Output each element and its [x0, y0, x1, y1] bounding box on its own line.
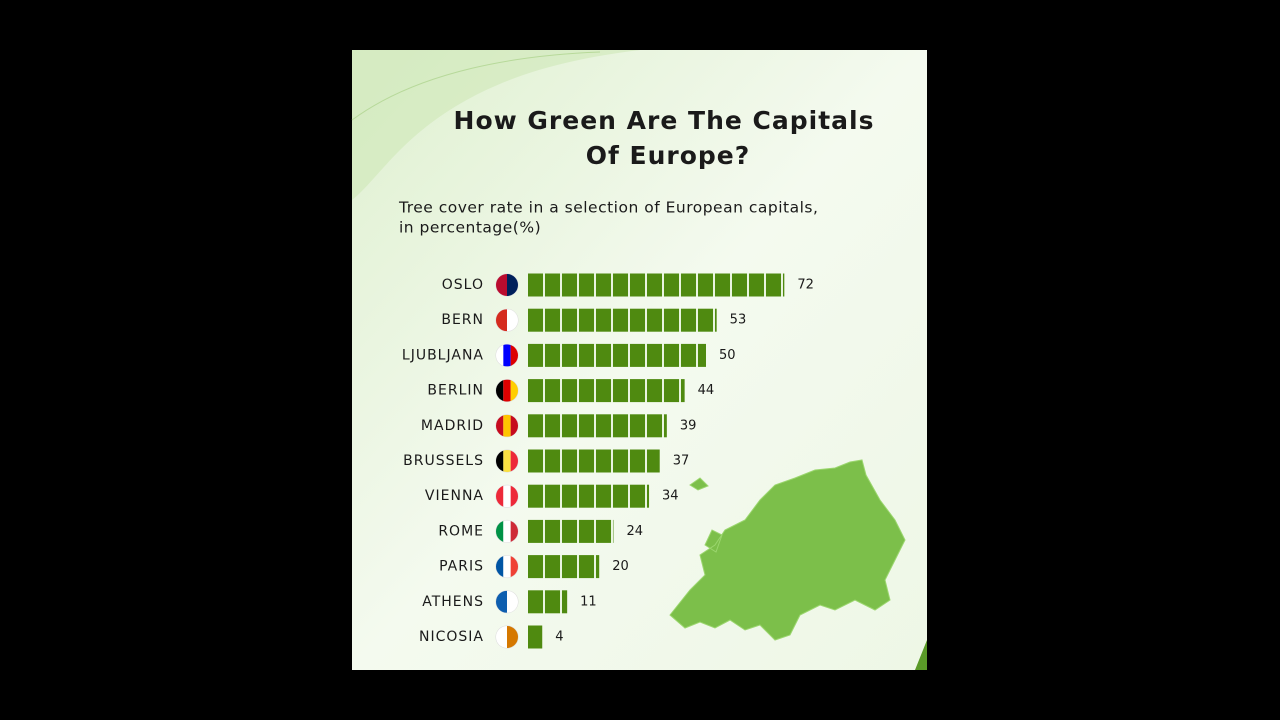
value-label: 11 [580, 594, 597, 609]
flag-stripe [496, 274, 507, 296]
value-label: 37 [673, 454, 690, 469]
flag-stripe [511, 556, 518, 578]
value-label: 53 [730, 313, 747, 328]
category-label: BERN [441, 312, 484, 328]
chart-subtitle: Tree cover rate in a selection of Europe… [398, 199, 818, 217]
value-label: 34 [662, 489, 679, 504]
flag-stripe [496, 309, 507, 331]
flag-stripe [496, 415, 503, 437]
bar [528, 590, 568, 614]
value-label: 24 [626, 524, 643, 539]
value-label: 39 [680, 418, 697, 433]
flag-stripe [503, 556, 510, 578]
flag-stripe [496, 591, 507, 613]
flag-stripe [503, 485, 510, 507]
category-label: NICOSIA [419, 629, 484, 645]
flag-stripe [507, 591, 518, 613]
decor-line [351, 51, 601, 121]
europe-map [669, 459, 906, 641]
bar [528, 379, 685, 403]
category-label: LJUBLJANA [402, 347, 484, 363]
category-label: PARIS [439, 559, 484, 575]
flag-stripe [496, 556, 503, 578]
flag-stripe [511, 415, 518, 437]
decor-corner [915, 640, 927, 670]
flag-stripe [511, 380, 518, 402]
value-label: 4 [555, 630, 563, 645]
chart-title: Of Europe? [586, 141, 751, 170]
bar [528, 449, 660, 473]
bar [528, 414, 667, 438]
flag-stripe [503, 520, 510, 542]
flag-stripe [503, 344, 510, 366]
value-label: 44 [698, 383, 715, 398]
chart-subtitle: in percentage(%) [399, 219, 541, 237]
category-label: ROME [438, 523, 484, 539]
flag-stripe [503, 380, 510, 402]
flag-stripe [496, 485, 503, 507]
decor-wave [352, 50, 640, 200]
flag-stripe [496, 626, 507, 648]
bar [528, 343, 706, 367]
bar [528, 555, 600, 579]
flag-stripe [496, 450, 503, 472]
category-label: MADRID [421, 418, 484, 434]
value-label: 20 [612, 559, 629, 574]
category-label: ATHENS [422, 594, 484, 610]
category-label: BRUSSELS [403, 453, 484, 469]
flag-stripe [496, 380, 503, 402]
bar [528, 625, 543, 649]
category-label: VIENNA [425, 488, 484, 504]
flag-stripe [511, 485, 518, 507]
category-label: OSLO [442, 277, 484, 293]
flag-stripe [511, 344, 518, 366]
bar [528, 484, 650, 508]
category-label: BERLIN [427, 383, 484, 399]
flag-stripe [503, 415, 510, 437]
bar [528, 273, 785, 297]
value-label: 72 [797, 278, 814, 293]
flag-stripe [511, 520, 518, 542]
flag-stripe [496, 520, 503, 542]
chart-title: How Green Are The Capitals [454, 106, 875, 135]
bar [528, 308, 717, 332]
bar [528, 519, 614, 543]
value-label: 50 [719, 348, 736, 363]
flag-stripe [511, 450, 518, 472]
flag-stripe [503, 450, 510, 472]
flag-stripe [507, 626, 518, 648]
flag-stripe [507, 309, 518, 331]
flag-stripe [507, 274, 518, 296]
flag-stripe [496, 344, 503, 366]
